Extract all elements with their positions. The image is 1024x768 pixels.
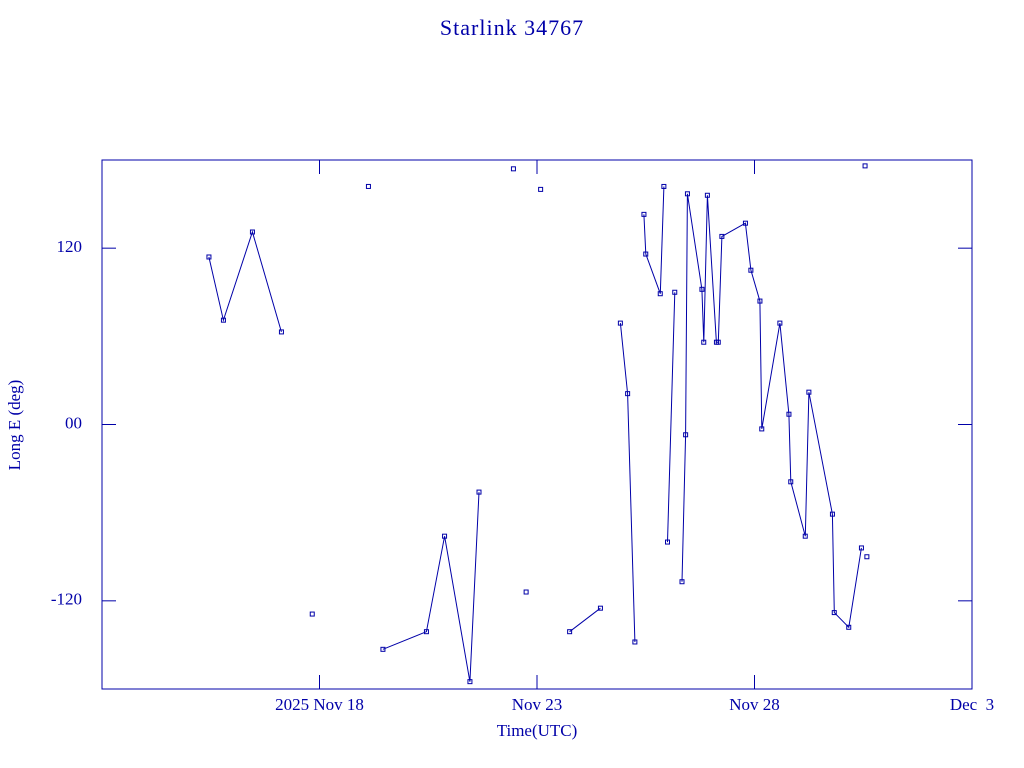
data-point [567,629,573,635]
data-point [788,479,794,485]
y-tick-label: 120 [57,237,83,256]
data-point [380,646,386,652]
data-point [538,186,544,192]
data-point [786,411,792,417]
data-point [862,163,868,169]
x-axis-label: Time(UTC) [497,721,578,740]
x-tick-label: Nov 28 [729,695,780,714]
data-point [699,286,705,292]
y-axis-label: Long E (deg) [5,380,24,471]
data-point [683,432,689,438]
data-point [701,339,707,345]
x-tick-label: Nov 23 [512,695,563,714]
data-point [220,317,226,323]
data-line [209,187,867,682]
data-point [643,251,649,257]
data-point [632,639,638,645]
data-point [748,267,754,273]
data-point [309,611,315,617]
data-point [802,533,808,539]
data-point [715,339,721,345]
data-point [278,329,284,335]
chart-title: Starlink 34767 [440,15,584,40]
data-point [806,389,812,395]
data-point [684,191,690,197]
data-point [467,679,473,685]
data-point [476,489,482,495]
data-point [661,183,667,189]
data-point [704,192,710,198]
x-tick-label: Dec 3 [950,695,994,714]
x-tick-label: 2025 Nov 18 [275,695,364,714]
data-point [365,183,371,189]
data-point [679,579,685,585]
data-point [846,624,852,630]
y-tick-label: 00 [65,413,82,432]
data-point [672,289,678,295]
data-point [249,229,255,235]
data-point [597,605,603,611]
data-point [777,320,783,326]
data-point [442,533,448,539]
data-point [831,610,837,616]
data-point [625,391,631,397]
data-point [864,554,870,560]
data-point [206,254,212,260]
data-point [617,320,623,326]
data-point [665,539,670,545]
data-point [759,426,765,432]
data-point [423,629,429,635]
data-point [829,511,835,517]
data-point [523,589,529,595]
data-point [510,166,516,172]
data-point [657,291,663,297]
data-point [641,211,647,217]
data-point [757,298,763,304]
data-point [742,220,748,226]
data-point [719,233,725,239]
plot-frame [101,159,973,690]
data-point [858,545,864,551]
y-tick-label: -120 [51,590,82,609]
